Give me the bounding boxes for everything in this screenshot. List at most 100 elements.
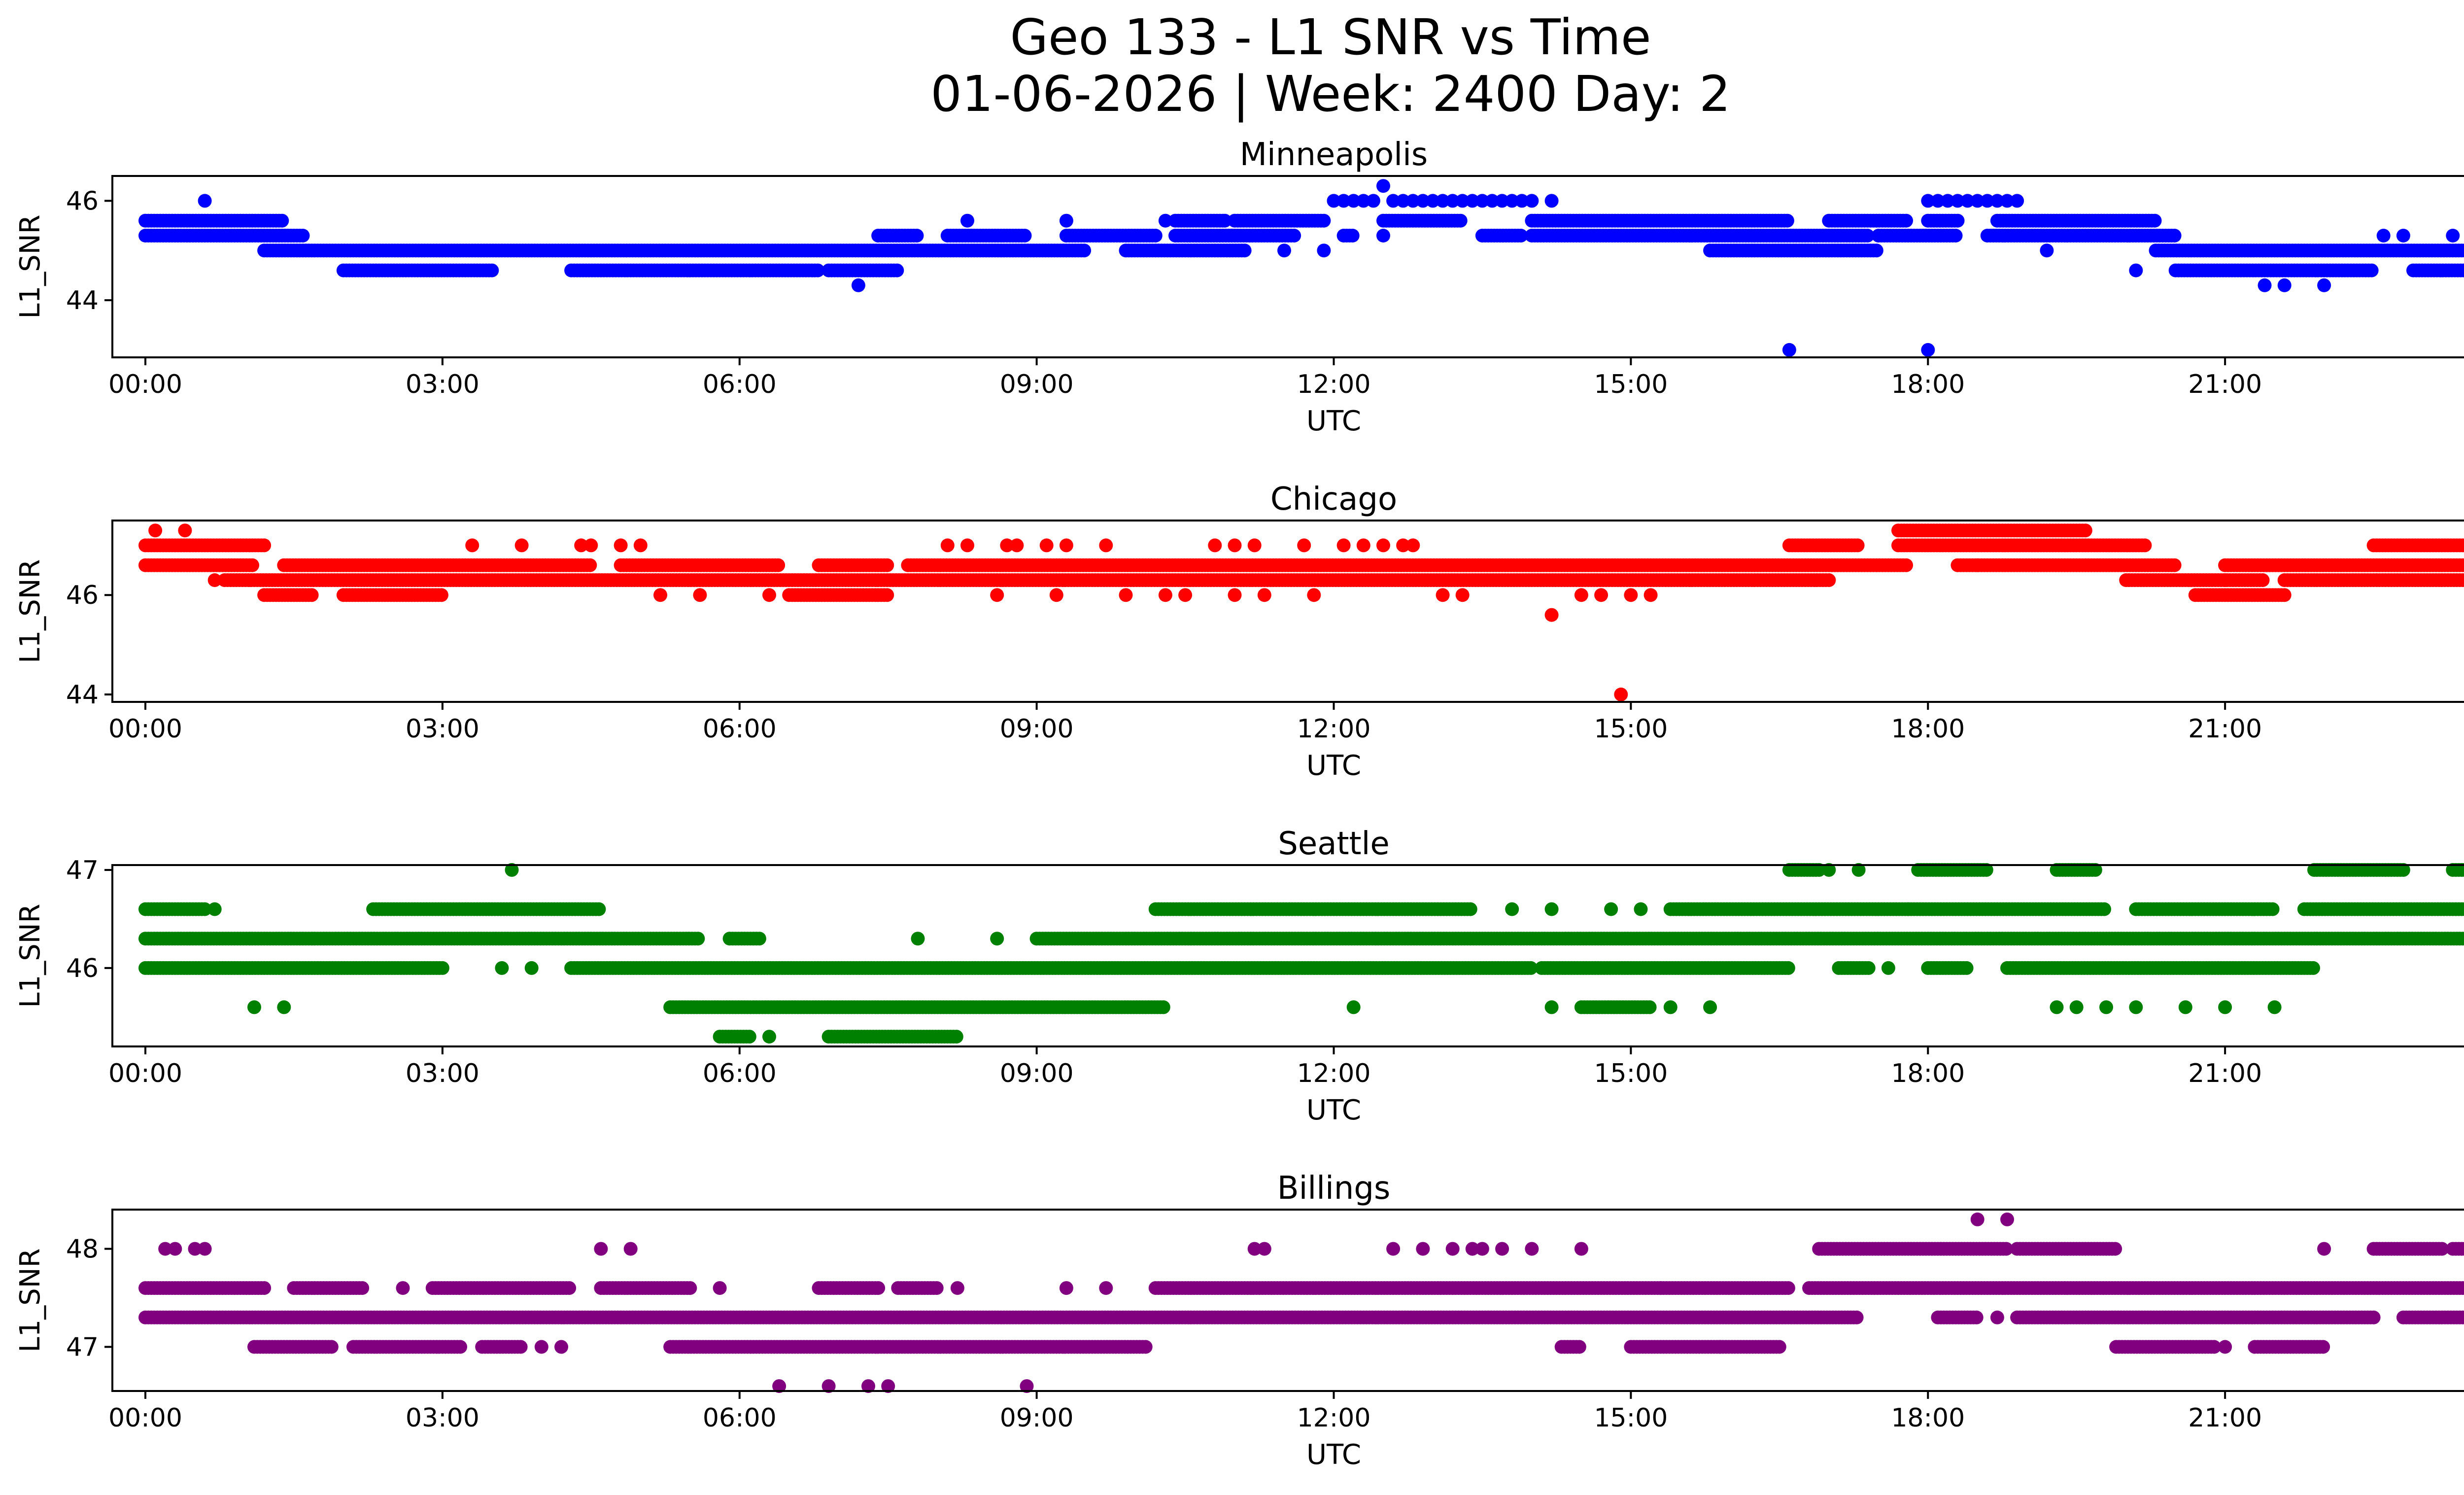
data-point xyxy=(2138,538,2152,553)
data-point xyxy=(1297,538,1311,553)
x-tick-label: 09:00 xyxy=(1000,714,1074,744)
y-tick-label: 44 xyxy=(66,680,99,710)
data-point xyxy=(1049,588,1063,602)
data-point xyxy=(1614,687,1628,701)
data-point xyxy=(1158,588,1172,602)
data-point xyxy=(1495,194,1509,208)
data-point xyxy=(1465,194,1479,208)
data-point xyxy=(691,932,705,946)
data-point xyxy=(1345,229,1360,243)
data-point xyxy=(1850,538,1865,553)
data-point xyxy=(1257,588,1271,602)
data-point xyxy=(1317,243,1331,258)
data-point xyxy=(245,558,259,572)
data-point xyxy=(1970,558,1985,572)
data-point xyxy=(1356,194,1370,208)
data-point xyxy=(2167,558,2182,572)
data-point xyxy=(1059,538,1073,553)
data-point xyxy=(910,229,924,243)
data-point xyxy=(583,558,597,572)
data-point xyxy=(1445,194,1460,208)
x-tick-label: 06:00 xyxy=(703,370,777,399)
data-point xyxy=(1624,588,1638,602)
data-point xyxy=(960,538,974,553)
data-point xyxy=(2461,244,2464,257)
data-point xyxy=(890,263,904,278)
data-point xyxy=(1336,538,1351,553)
data-point xyxy=(1327,194,1341,208)
data-point xyxy=(2463,266,2464,275)
data-point xyxy=(1921,343,1935,357)
data-point xyxy=(1287,229,1301,243)
data-point xyxy=(1453,213,1468,228)
x-tick-label: 03:00 xyxy=(406,714,479,744)
data-point xyxy=(990,588,1004,602)
data-point xyxy=(1356,538,1370,553)
data-point xyxy=(1990,194,2004,208)
x-tick-label: 09:00 xyxy=(1000,370,1074,399)
data-point xyxy=(752,932,766,946)
data-point xyxy=(305,588,319,602)
data-point xyxy=(592,902,606,916)
data-point xyxy=(1386,194,1401,208)
y-axis-label: L1_SNR xyxy=(14,214,46,318)
series-chicago xyxy=(138,523,2464,701)
data-point xyxy=(1455,194,1470,208)
data-point xyxy=(1782,343,1796,357)
data-point xyxy=(1475,194,1489,208)
y-tick-label: 46 xyxy=(66,186,99,216)
data-point xyxy=(207,573,222,587)
x-tick-label: 12:00 xyxy=(1297,714,1371,744)
data-point xyxy=(435,961,449,975)
data-point xyxy=(1247,538,1262,553)
data-point xyxy=(1780,213,1794,228)
data-point xyxy=(1899,558,1913,572)
x-axis-label: UTC xyxy=(1306,750,1361,782)
data-point xyxy=(1436,194,1450,208)
data-point xyxy=(1869,243,1883,258)
data-point xyxy=(1951,194,1965,208)
data-point xyxy=(1574,588,1588,602)
y-axis-label: L1_SNR xyxy=(14,559,46,663)
data-point xyxy=(1951,213,1965,228)
x-tick-label: 21:00 xyxy=(2188,714,2262,744)
data-point xyxy=(1921,194,1935,208)
data-point xyxy=(1218,213,1232,228)
panel-title: Seattle xyxy=(1278,826,1390,862)
data-point xyxy=(1228,538,1242,553)
data-point xyxy=(614,538,628,553)
data-point xyxy=(1119,588,1133,602)
data-point xyxy=(1406,194,1420,208)
x-tick-label: 15:00 xyxy=(1594,370,1668,399)
data-point xyxy=(2010,194,2024,208)
data-point xyxy=(811,263,825,278)
data-point xyxy=(2460,264,2464,277)
data-point xyxy=(1436,588,1450,602)
data-point xyxy=(1544,608,1559,622)
x-tick-label: 18:00 xyxy=(1891,370,1965,399)
data-point xyxy=(1931,194,1945,208)
data-point xyxy=(1018,229,1032,243)
data-point xyxy=(1822,573,1836,587)
data-point xyxy=(1970,194,1985,208)
data-point xyxy=(2129,263,2143,278)
data-point xyxy=(653,588,667,602)
x-axis-label: UTC xyxy=(1306,405,1361,437)
data-point xyxy=(1010,538,1024,553)
data-point xyxy=(1039,538,1054,553)
data-point xyxy=(1237,243,1252,258)
data-point xyxy=(2277,278,2292,292)
data-point xyxy=(2446,229,2460,243)
data-point xyxy=(2376,229,2391,243)
data-point xyxy=(1376,229,1390,243)
x-tick-label: 06:00 xyxy=(703,714,777,744)
data-point xyxy=(257,538,272,553)
data-point xyxy=(1336,194,1351,208)
data-point xyxy=(1455,588,1470,602)
x-tick-label: 21:00 xyxy=(2188,370,2262,399)
